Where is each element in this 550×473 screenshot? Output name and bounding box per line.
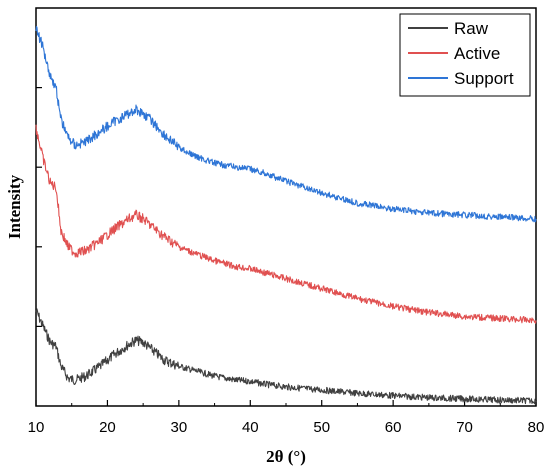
x-tick-label: 20	[99, 419, 116, 436]
x-axis-title: 2θ (°)	[266, 447, 306, 466]
x-tick-label: 10	[28, 419, 45, 436]
x-tick-label: 60	[385, 419, 402, 436]
x-tick-label: 50	[313, 419, 330, 436]
series-layer	[35, 25, 537, 405]
legend-label-raw: Raw	[454, 19, 489, 38]
legend-label-active: Active	[454, 44, 500, 63]
x-tick-label: 70	[456, 419, 473, 436]
y-axis-title: Intensity	[5, 174, 24, 239]
x-tick-label: 40	[242, 419, 259, 436]
series-line-support	[35, 25, 537, 223]
legend: Raw Active Support	[399, 13, 531, 97]
x-tick-label: 30	[171, 419, 188, 436]
series-line-raw	[35, 308, 537, 405]
y-axis-ticks	[36, 86, 42, 327]
series-line-active	[35, 124, 537, 324]
x-axis: 10 20 30 40 50 60 70 80	[28, 400, 545, 436]
legend-label-support: Support	[454, 69, 514, 88]
x-tick-label: 80	[528, 419, 545, 436]
